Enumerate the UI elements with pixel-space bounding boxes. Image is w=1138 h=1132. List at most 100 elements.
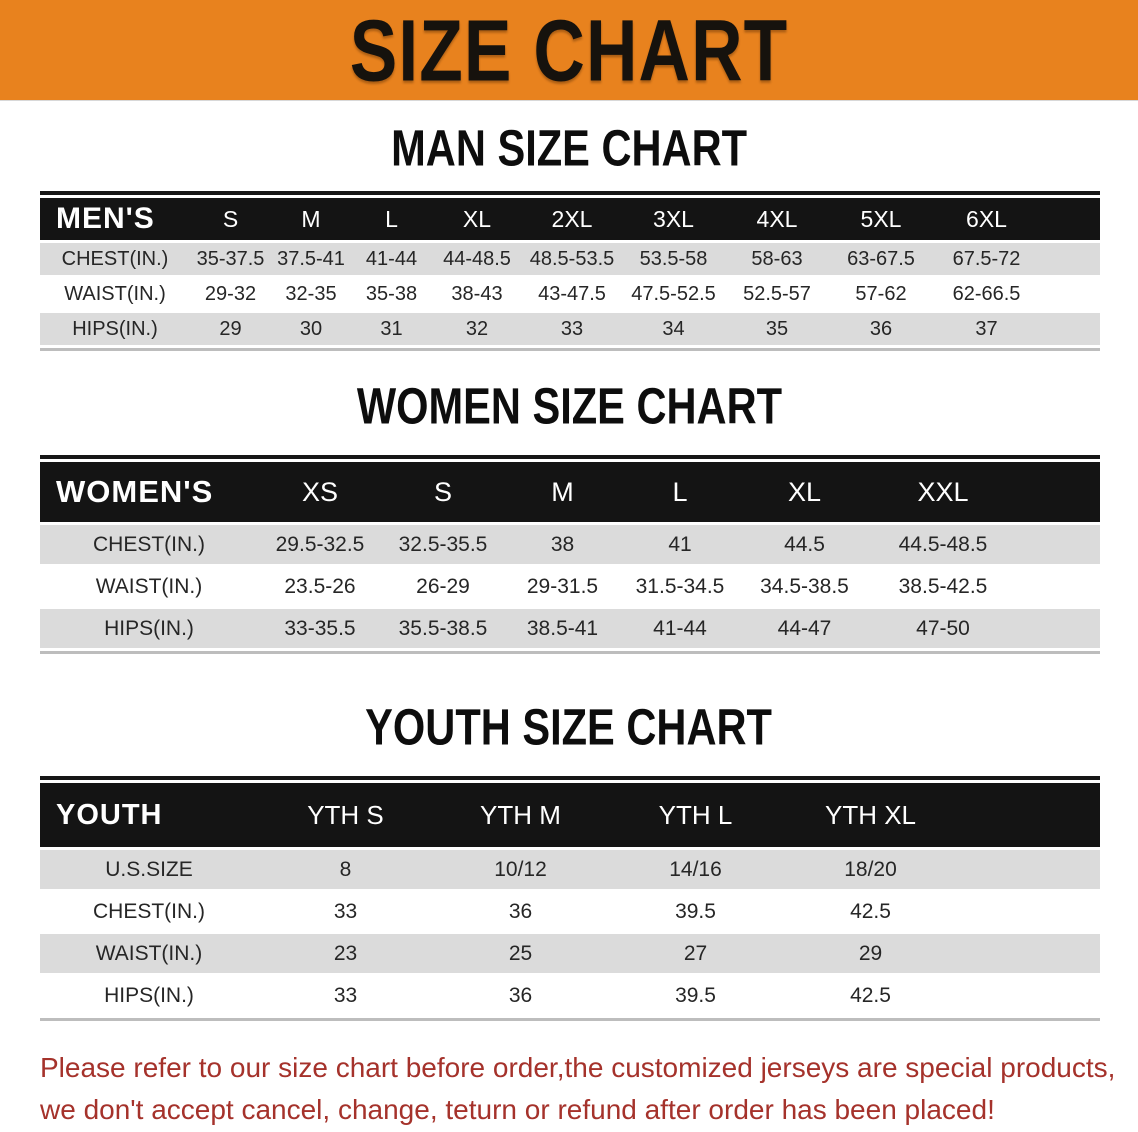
size-value: 35-38 bbox=[351, 278, 432, 310]
size-value: 30 bbox=[271, 313, 351, 345]
size-column-header: YTH M bbox=[433, 783, 608, 847]
size-value: 38 bbox=[504, 525, 621, 564]
size-value: 37.5-41 bbox=[271, 243, 351, 275]
row-filler bbox=[1040, 278, 1100, 310]
size-value: 42.5 bbox=[783, 976, 958, 1015]
size-value: 29.5-32.5 bbox=[258, 525, 382, 564]
header-row: MEN'S S M L XL 2XL 3XL 4XL 5XL 6XL bbox=[40, 198, 1100, 240]
size-column-header: M bbox=[271, 198, 351, 240]
man-section-title: MAN SIZE CHART bbox=[0, 120, 1138, 176]
row-filler bbox=[958, 892, 1100, 931]
row-filler bbox=[958, 850, 1100, 889]
size-value: 35 bbox=[725, 313, 829, 345]
measure-label: WAIST(IN.) bbox=[40, 934, 258, 973]
size-value: 33-35.5 bbox=[258, 609, 382, 648]
size-value: 31 bbox=[351, 313, 432, 345]
size-value: 31.5-34.5 bbox=[621, 567, 739, 606]
table-corner-label: WOMEN'S bbox=[40, 462, 258, 522]
row-filler bbox=[1016, 525, 1100, 564]
youth-section-title: YOUTH SIZE CHART bbox=[0, 699, 1138, 755]
table-row: CHEST(IN.) 29.5-32.5 32.5-35.5 38 41 44.5 44.5… bbox=[40, 525, 1100, 564]
size-column-header: XS bbox=[258, 462, 382, 522]
size-column-header: L bbox=[351, 198, 432, 240]
row-filler bbox=[958, 934, 1100, 973]
size-value: 23.5-26 bbox=[258, 567, 382, 606]
size-column-header: 6XL bbox=[933, 198, 1040, 240]
size-value: 42.5 bbox=[783, 892, 958, 931]
size-value: 29-31.5 bbox=[504, 567, 621, 606]
youth-table-header: YOUTH YTH S YTH M YTH L YTH XL bbox=[40, 783, 1100, 847]
size-value: 53.5-58 bbox=[622, 243, 725, 275]
men-table-body: CHEST(IN.) 35-37.5 37.5-41 41-44 44-48.5 48.5… bbox=[40, 243, 1100, 345]
size-column-header: YTH S bbox=[258, 783, 433, 847]
size-value: 39.5 bbox=[608, 892, 783, 931]
size-column-header: M bbox=[504, 462, 621, 522]
size-column-header: XL bbox=[432, 198, 522, 240]
header-filler bbox=[1016, 462, 1100, 522]
banner-title: SIZE CHART bbox=[349, 1, 789, 99]
size-value: 27 bbox=[608, 934, 783, 973]
size-column-header: S bbox=[190, 198, 271, 240]
size-value: 10/12 bbox=[433, 850, 608, 889]
size-value: 29-32 bbox=[190, 278, 271, 310]
table-row: HIPS(IN.) 33-35.5 35.5-38.5 38.5-41 41-44 44-… bbox=[40, 609, 1100, 648]
size-column-header: L bbox=[621, 462, 739, 522]
table-row: HIPS(IN.) 29 30 31 32 33 34 35 36 37 bbox=[40, 313, 1100, 345]
disclaimer-line-2: we don't accept cancel, change, teturn o… bbox=[40, 1094, 995, 1125]
size-value: 23 bbox=[258, 934, 433, 973]
women-table-body: CHEST(IN.) 29.5-32.5 32.5-35.5 38 41 44.5 44.5… bbox=[40, 525, 1100, 648]
size-value: 47-50 bbox=[870, 609, 1016, 648]
row-filler bbox=[1016, 609, 1100, 648]
youth-size-table: YOUTH YTH S YTH M YTH L YTH XL U.S.SIZE 8 10/1… bbox=[40, 776, 1100, 1021]
disclaimer-line-1: Please refer to our size chart before or… bbox=[40, 1052, 1116, 1083]
men-size-table: MEN'S S M L XL 2XL 3XL 4XL 5XL 6XL CHEST(IN.) 35-3… bbox=[40, 191, 1100, 351]
women-table-header: WOMEN'S XS S M L XL XXL bbox=[40, 462, 1100, 522]
size-value: 26-29 bbox=[382, 567, 504, 606]
size-value: 38-43 bbox=[432, 278, 522, 310]
size-value: 8 bbox=[258, 850, 433, 889]
measure-label: WAIST(IN.) bbox=[40, 278, 190, 310]
size-column-header: XL bbox=[739, 462, 870, 522]
size-value: 34.5-38.5 bbox=[739, 567, 870, 606]
header-row: YOUTH YTH S YTH M YTH L YTH XL bbox=[40, 783, 1100, 847]
measure-label: HIPS(IN.) bbox=[40, 976, 258, 1015]
size-value: 36 bbox=[829, 313, 933, 345]
table-row: WAIST(IN.) 23 25 27 29 bbox=[40, 934, 1100, 973]
size-value: 41 bbox=[621, 525, 739, 564]
table-row: CHEST(IN.) 35-37.5 37.5-41 41-44 44-48.5 48.5… bbox=[40, 243, 1100, 275]
size-value: 41-44 bbox=[351, 243, 432, 275]
size-value: 44.5 bbox=[739, 525, 870, 564]
size-value: 38.5-41 bbox=[504, 609, 621, 648]
youth-section-title-text: YOUTH SIZE CHART bbox=[365, 699, 773, 756]
size-value: 41-44 bbox=[621, 609, 739, 648]
size-value: 47.5-52.5 bbox=[622, 278, 725, 310]
row-filler bbox=[958, 976, 1100, 1015]
size-value: 43-47.5 bbox=[522, 278, 622, 310]
table-row: WAIST(IN.) 23.5-26 26-29 29-31.5 31.5-34.5 34… bbox=[40, 567, 1100, 606]
size-value: 63-67.5 bbox=[829, 243, 933, 275]
size-value: 62-66.5 bbox=[933, 278, 1040, 310]
women-size-table: WOMEN'S XS S M L XL XXL CHEST(IN.) 29.5-32.5 32.… bbox=[40, 455, 1100, 654]
measure-label: CHEST(IN.) bbox=[40, 243, 190, 275]
size-value: 35-37.5 bbox=[190, 243, 271, 275]
size-value: 44-47 bbox=[739, 609, 870, 648]
disclaimer: Please refer to our size chart before or… bbox=[40, 1047, 1128, 1131]
row-filler bbox=[1040, 243, 1100, 275]
size-value: 18/20 bbox=[783, 850, 958, 889]
size-value: 14/16 bbox=[608, 850, 783, 889]
size-value: 29 bbox=[190, 313, 271, 345]
measure-label: HIPS(IN.) bbox=[40, 313, 190, 345]
size-value: 44-48.5 bbox=[432, 243, 522, 275]
youth-table-body: U.S.SIZE 8 10/12 14/16 18/20 CHEST(IN.) 33 36 39… bbox=[40, 850, 1100, 1015]
size-value: 29 bbox=[783, 934, 958, 973]
size-column-header: YTH L bbox=[608, 783, 783, 847]
table-row: HIPS(IN.) 33 36 39.5 42.5 bbox=[40, 976, 1100, 1015]
header-filler bbox=[958, 783, 1100, 847]
banner: SIZE CHART bbox=[0, 0, 1138, 101]
size-column-header: 5XL bbox=[829, 198, 933, 240]
size-value: 25 bbox=[433, 934, 608, 973]
size-column-header: S bbox=[382, 462, 504, 522]
size-column-header: YTH XL bbox=[783, 783, 958, 847]
size-column-header: XXL bbox=[870, 462, 1016, 522]
table-row: CHEST(IN.) 33 36 39.5 42.5 bbox=[40, 892, 1100, 931]
